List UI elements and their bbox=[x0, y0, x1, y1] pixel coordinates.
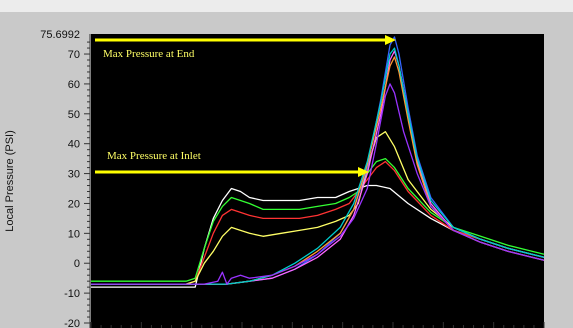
y-tick-label: 20 bbox=[68, 198, 80, 210]
y-tick-label: 0 bbox=[74, 258, 80, 270]
annotation-arrowhead-end bbox=[385, 35, 396, 45]
y-tick-label: 10 bbox=[68, 228, 80, 240]
y-max-label: 75.6992 bbox=[40, 29, 80, 41]
annotation-max-end: Max Pressure at End bbox=[103, 48, 195, 60]
y-tick-label: -10 bbox=[64, 288, 80, 300]
y-tick-label: 70 bbox=[68, 49, 80, 61]
series-line-3 bbox=[91, 160, 545, 285]
series-line-8 bbox=[91, 47, 545, 285]
annotation-layer: Max Pressure at End Max Pressure at Inle… bbox=[95, 35, 396, 177]
y-minor-ticks bbox=[87, 41, 90, 318]
series-line-4 bbox=[91, 131, 545, 285]
annotation-max-inlet: Max Pressure at Inlet bbox=[107, 150, 201, 162]
y-tick-label: -20 bbox=[64, 318, 80, 328]
y-tick-label: 50 bbox=[68, 109, 80, 121]
y-axis-label: Local Pressure (PSI) bbox=[4, 130, 16, 231]
series-layer bbox=[91, 36, 545, 288]
series-line-2 bbox=[91, 157, 545, 282]
y-tick-label: 60 bbox=[68, 79, 80, 91]
y-major-ticks: -20 -10 0 10 20 30 40 50 60 70 bbox=[64, 49, 90, 328]
series-line-9 bbox=[91, 83, 545, 285]
y-tick-label: 30 bbox=[68, 169, 80, 181]
plot-area bbox=[91, 34, 544, 328]
window-top-strip bbox=[0, 0, 573, 12]
y-tick-label: 40 bbox=[68, 139, 80, 151]
annotation-arrowhead-inlet bbox=[358, 167, 369, 177]
